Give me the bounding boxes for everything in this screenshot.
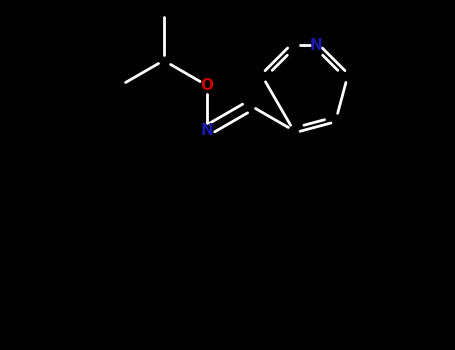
Text: N: N	[201, 123, 213, 138]
Text: N: N	[310, 38, 323, 53]
Text: O: O	[201, 78, 213, 93]
